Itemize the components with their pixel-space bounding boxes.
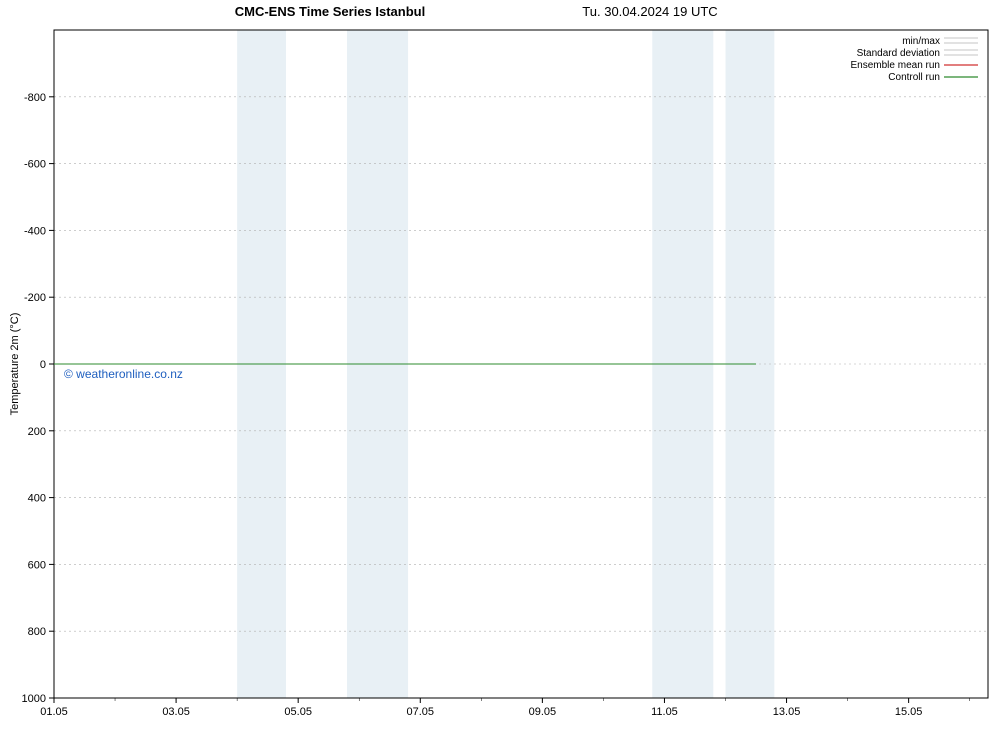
ytick-label: 800 — [28, 626, 46, 638]
ytick-label: -800 — [24, 92, 46, 104]
watermark: © weatheronline.co.nz — [64, 367, 183, 381]
legend-label: Controll run — [888, 72, 940, 83]
ytick-label: 1000 — [22, 693, 46, 705]
ytick-label: 200 — [28, 426, 46, 438]
chart-container: 01.05 03.05 05.05 07.05 09.05 11.05 13.05 15.05… — [0, 0, 1000, 733]
ytick-label: 400 — [28, 493, 46, 505]
xtick-label: 13.05 — [773, 706, 801, 718]
xtick-label: 11.05 — [651, 706, 678, 718]
ytick-label: -600 — [24, 159, 46, 171]
xtick-label: 09.05 — [529, 706, 557, 718]
legend-label: Standard deviation — [857, 48, 940, 59]
ytick-label: 0 — [40, 359, 46, 371]
xtick-label: 01.05 — [40, 706, 68, 718]
ytick-label: -200 — [24, 292, 46, 304]
chart-title-sub: Tu. 30.04.2024 19 UTC — [582, 4, 717, 19]
xtick-label: 15.05 — [895, 706, 923, 718]
xtick-label: 03.05 — [162, 706, 190, 718]
chart-svg: 01.05 03.05 05.05 07.05 09.05 11.05 13.05 15.05… — [0, 0, 1000, 733]
xtick-label: 07.05 — [407, 706, 435, 718]
ytick-label: 600 — [28, 559, 46, 571]
chart-title-main: CMC-ENS Time Series Istanbul — [235, 4, 425, 19]
xtick-label: 05.05 — [284, 706, 312, 718]
y-axis-label: Temperature 2m (°C) — [9, 313, 21, 416]
legend-label: min/max — [902, 36, 940, 47]
ytick-label: -400 — [24, 225, 46, 237]
legend-label: Ensemble mean run — [851, 60, 941, 71]
